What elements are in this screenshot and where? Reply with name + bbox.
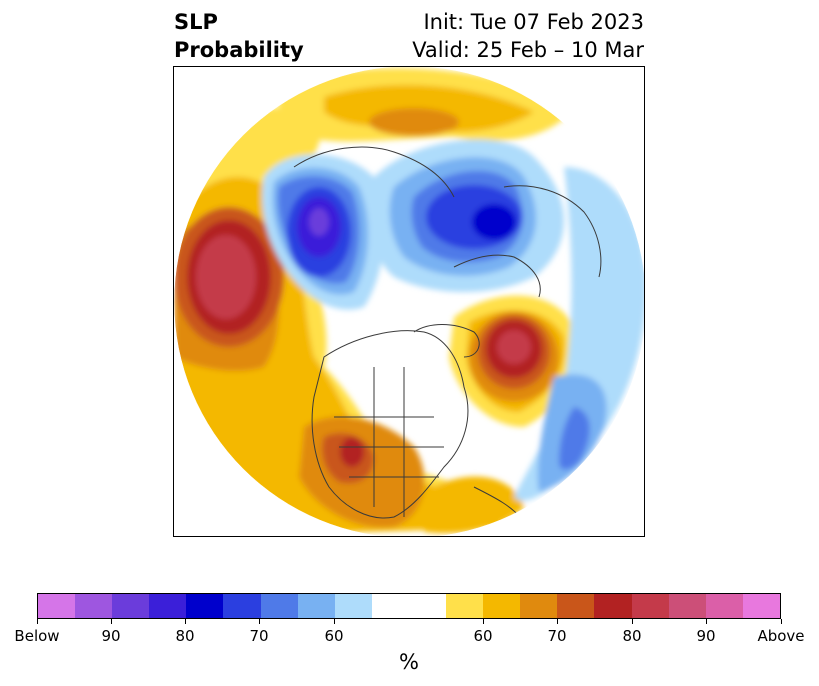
colorbar-tick-label: Below [14, 627, 60, 645]
colorbar-tick-label: 70 [547, 627, 567, 645]
map-panel [173, 66, 645, 537]
subtitle-label: Probability [174, 38, 304, 62]
se-us-above [424, 476, 524, 534]
colorbar-tickmark [557, 619, 558, 624]
colorbar-swatch [408, 594, 447, 618]
colorbar-unit: % [399, 650, 419, 674]
colorbar-tickmark [37, 619, 38, 624]
colorbar-swatch [557, 594, 595, 618]
colorbar-tick-label: 60 [324, 627, 344, 645]
arctic-above-75 [369, 108, 459, 136]
colorbar-swatch [38, 594, 76, 618]
colorbar-tickmark [781, 619, 782, 624]
europe-below-80 [472, 204, 516, 240]
colorbar-swatch [223, 594, 261, 618]
colorbar [37, 593, 781, 619]
colorbar-tickmark [706, 619, 707, 624]
sw-us-above-85 [340, 437, 364, 467]
map-title: SLP Probability [174, 8, 304, 64]
colorbar-tickmark [185, 619, 186, 624]
colorbar-tick-label: 70 [249, 627, 269, 645]
colorbar-swatch [631, 594, 669, 618]
init-date: Init: Tue 07 Feb 2023 [423, 10, 644, 34]
colorbar-tickmark [259, 619, 260, 624]
variable-label: SLP [174, 10, 218, 34]
date-info: Init: Tue 07 Feb 2023 Valid: 25 Feb – 10… [412, 8, 644, 64]
valid-date: Valid: 25 Feb – 10 Mar [412, 38, 644, 62]
atlantic-above-85 [497, 330, 531, 364]
colorbar-swatch [334, 594, 372, 618]
colorbar-swatch [149, 594, 187, 618]
pacific-high-85 [196, 235, 256, 319]
colorbar-swatch [594, 594, 632, 618]
siberia-below-85 [309, 208, 329, 236]
colorbar-tick-label: Above [757, 627, 805, 645]
colorbar-swatch [483, 594, 521, 618]
colorbar-swatch [742, 594, 780, 618]
colorbar-tickmark [632, 619, 633, 624]
colorbar-swatch [112, 594, 150, 618]
colorbar-tick-label: 80 [175, 627, 195, 645]
asia-below-60 [514, 167, 644, 501]
colorbar-swatch [371, 594, 409, 618]
colorbar-tick-label: 60 [473, 627, 493, 645]
colorbar-swatch [668, 594, 706, 618]
colorbar-tickmark [111, 619, 112, 624]
colorbar-swatch [446, 594, 484, 618]
colorbar-tick-label: 80 [622, 627, 642, 645]
colorbar-swatch [186, 594, 224, 618]
colorbar-tickmark [334, 619, 335, 624]
atlantic-below-70 [559, 407, 590, 470]
colorbar-swatch [260, 594, 298, 618]
colorbar-swatch [705, 594, 743, 618]
colorbar-tickmark [483, 619, 484, 624]
probability-map [174, 67, 644, 536]
colorbar-tick-label: 90 [696, 627, 716, 645]
colorbar-swatch [520, 594, 558, 618]
colorbar-swatch [297, 594, 335, 618]
colorbar-swatch [75, 594, 113, 618]
colorbar-tick-label: 90 [101, 627, 121, 645]
